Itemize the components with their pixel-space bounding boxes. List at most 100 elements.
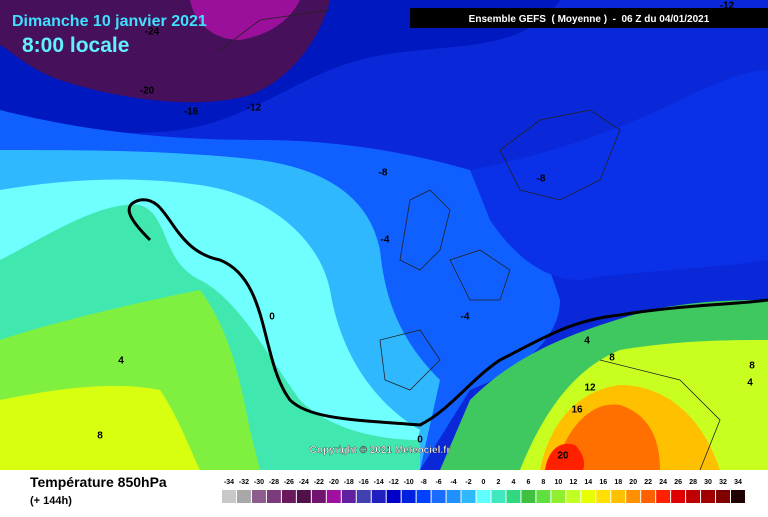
contour-label: 20 [557, 451, 569, 462]
legend-swatch [222, 490, 236, 503]
legend-tick-label: 34 [734, 479, 742, 486]
zero-isotherm-end [127, 198, 152, 242]
legend-tick-label: 12 [569, 479, 577, 486]
legend-swatch [686, 490, 701, 503]
contour-label: 4 [584, 336, 590, 347]
legend-tick-label: 20 [629, 479, 637, 486]
date-label: Dimanche 10 janvier 2021 [12, 13, 207, 30]
legend-swatch [296, 490, 311, 503]
legend-swatch [491, 490, 506, 503]
legend-tick-label: 8 [541, 479, 545, 486]
legend-swatch [506, 490, 521, 503]
model-label: Ensemble GEFS ( Moyenne ) - 06 Z du 04/0… [469, 14, 710, 25]
legend-tick-label: 32 [719, 479, 727, 486]
legend-tick-label: -6 [435, 479, 441, 486]
legend-tick-label: -20 [329, 479, 339, 486]
legend-tick-label: 24 [659, 479, 667, 486]
legend-tick-label: 2 [497, 479, 501, 486]
legend-tick-label: -2 [465, 479, 471, 486]
legend-swatch [341, 490, 356, 503]
lead-label: (+ 144h) [30, 495, 72, 507]
legend-swatch [281, 490, 296, 503]
legend-tick-label: 10 [554, 479, 562, 486]
legend-swatch [626, 490, 641, 503]
legend-swatch [371, 490, 386, 503]
legend-tick-label: -24 [299, 479, 309, 486]
contour-label: 12 [584, 383, 596, 394]
contour-label: -8 [537, 174, 546, 185]
legend-swatch [536, 490, 551, 503]
legend-swatch [701, 490, 716, 503]
contour-label: 0 [269, 312, 275, 323]
legend-swatch [656, 490, 671, 503]
legend-swatch [266, 490, 281, 503]
legend-swatch [641, 490, 656, 503]
contour-label: -12 [720, 1, 735, 12]
legend-tick-label: -32 [239, 479, 249, 486]
contour-label: 4 [747, 378, 753, 389]
legend-tick-label: 18 [614, 479, 622, 486]
legend-tick-label: -30 [254, 479, 264, 486]
legend-swatch [416, 490, 431, 503]
europe-cold-zone [470, 70, 768, 280]
legend-tick-label: -10 [404, 479, 414, 486]
legend-tick-label: -12 [389, 479, 399, 486]
legend-tick-label: -34 [224, 479, 234, 486]
contour-label: 8 [97, 431, 103, 442]
legend-swatch [236, 490, 251, 503]
legend-tick-label: 6 [526, 479, 530, 486]
legend-swatch [671, 490, 686, 503]
contour-label: 16 [571, 405, 583, 416]
legend-swatch [326, 490, 341, 503]
contour-label: -4 [461, 312, 470, 323]
legend-tick-label: 4 [511, 479, 515, 486]
legend-tick-label: -28 [269, 479, 279, 486]
legend-swatch [521, 490, 536, 503]
yellow-zone [0, 385, 200, 470]
legend-swatch [596, 490, 611, 503]
legend-tick-label: 26 [674, 479, 682, 486]
legend-tick-label: 14 [584, 479, 592, 486]
legend-swatch [401, 490, 416, 503]
model-box [410, 8, 768, 28]
legend-swatch [731, 490, 745, 503]
coastlines [219, 9, 721, 471]
legend-tick-label: -22 [314, 479, 324, 486]
legend-tick-label: -18 [344, 479, 354, 486]
contour-label: 0 [417, 435, 423, 446]
coldest-zone [190, 0, 300, 40]
legend-swatch [446, 490, 461, 503]
legend-tick-label: 0 [482, 479, 486, 486]
contour-label: -12 [247, 103, 262, 114]
contour-label: -20 [140, 86, 155, 97]
time-label: 8:00 locale [22, 34, 129, 57]
copyright: Copyright © 2021 Meteociel.fr [310, 445, 451, 456]
legend-swatch [566, 490, 581, 503]
legend-swatch [551, 490, 566, 503]
legend-swatch [611, 490, 626, 503]
contour-label: -24 [145, 27, 160, 38]
legend-swatch [461, 490, 476, 503]
legend-tick-label: 16 [599, 479, 607, 486]
legend-tick-label: -4 [450, 479, 456, 486]
legend-swatch [311, 490, 326, 503]
legend-swatch [431, 490, 446, 503]
contour-label: -4 [381, 235, 390, 246]
legend-tick-label: -16 [359, 479, 369, 486]
legend-tick-label: -14 [374, 479, 384, 486]
legend-swatch [386, 490, 401, 503]
legend-tick-label: 22 [644, 479, 652, 486]
hottest-zone [545, 443, 585, 470]
contour-label: 8 [609, 353, 615, 364]
legend-swatch [356, 490, 371, 503]
contour-label: 4 [118, 356, 124, 367]
legend-tick-label: 28 [689, 479, 697, 486]
legend-swatch [476, 490, 491, 503]
zero-isotherm [139, 198, 768, 427]
legend-tick-label: -26 [284, 479, 294, 486]
legend-swatch [716, 490, 731, 503]
contour-label: -16 [184, 107, 199, 118]
legend-swatch [251, 490, 266, 503]
legend-swatch [581, 490, 596, 503]
